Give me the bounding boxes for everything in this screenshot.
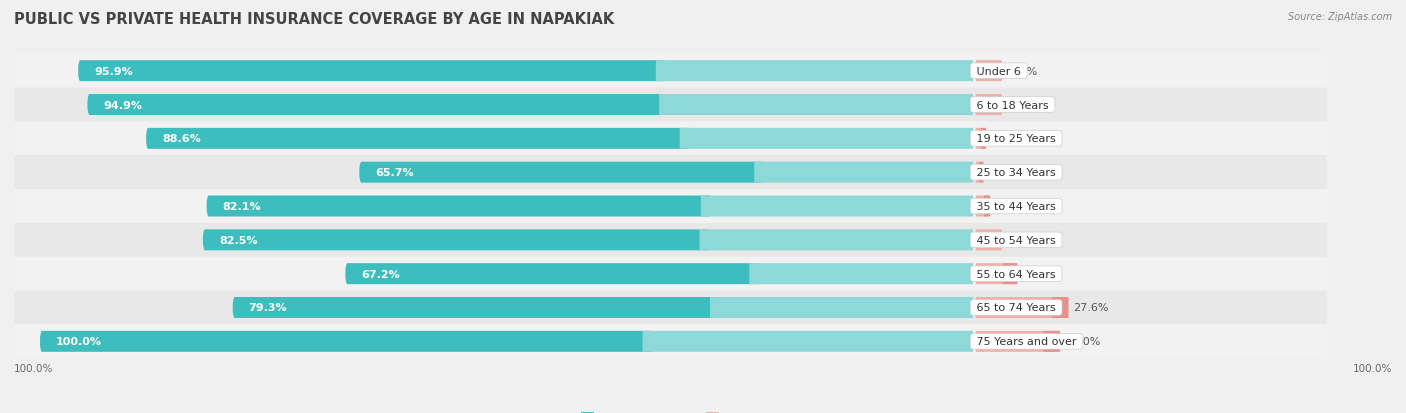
FancyBboxPatch shape [361,162,763,183]
Text: 100.0%: 100.0% [56,337,103,347]
FancyBboxPatch shape [700,196,973,217]
Text: Under 6: Under 6 [973,66,1025,76]
FancyBboxPatch shape [976,162,980,183]
FancyBboxPatch shape [1043,331,1060,352]
Text: 95.9%: 95.9% [94,66,134,76]
FancyBboxPatch shape [679,128,973,150]
Text: 82.1%: 82.1% [222,202,262,211]
FancyBboxPatch shape [148,128,689,150]
FancyBboxPatch shape [659,95,973,116]
FancyBboxPatch shape [14,223,1327,257]
FancyBboxPatch shape [754,162,973,183]
Text: 88.6%: 88.6% [162,134,201,144]
FancyBboxPatch shape [14,88,1327,122]
FancyBboxPatch shape [14,325,1327,358]
FancyBboxPatch shape [14,156,1327,190]
Text: 100.0%: 100.0% [1353,363,1392,373]
FancyBboxPatch shape [700,230,973,251]
FancyBboxPatch shape [655,61,973,82]
FancyBboxPatch shape [14,291,1327,325]
Text: 75 Years and over: 75 Years and over [973,337,1080,347]
Text: 45 to 54 Years: 45 to 54 Years [973,235,1059,245]
Text: 35 to 44 Years: 35 to 44 Years [973,202,1059,211]
Ellipse shape [346,263,349,285]
Ellipse shape [39,331,44,352]
FancyBboxPatch shape [208,196,710,217]
FancyBboxPatch shape [42,331,652,352]
FancyBboxPatch shape [90,95,668,116]
FancyBboxPatch shape [976,196,987,217]
FancyBboxPatch shape [976,61,1002,82]
Ellipse shape [87,95,91,116]
Text: 82.5%: 82.5% [219,235,257,245]
Text: PUBLIC VS PRIVATE HEALTH INSURANCE COVERAGE BY AGE IN NAPAKIAK: PUBLIC VS PRIVATE HEALTH INSURANCE COVER… [14,12,614,27]
FancyBboxPatch shape [14,122,1327,156]
Text: 100.0%: 100.0% [14,363,53,373]
FancyBboxPatch shape [643,331,973,352]
FancyBboxPatch shape [1052,297,1069,318]
Text: Source: ZipAtlas.com: Source: ZipAtlas.com [1288,12,1392,22]
Legend: Public Insurance, Private Insurance: Public Insurance, Private Insurance [576,408,830,413]
Text: 67.2%: 67.2% [361,269,401,279]
Ellipse shape [146,128,150,150]
Text: 55 to 64 Years: 55 to 64 Years [973,269,1059,279]
Text: 25.0%: 25.0% [1064,337,1099,347]
Text: 0.0%: 0.0% [1010,66,1038,76]
Ellipse shape [360,162,363,183]
FancyBboxPatch shape [976,331,1057,352]
FancyBboxPatch shape [976,297,1066,318]
Text: 27.6%: 27.6% [1073,303,1109,313]
Text: 2.3%: 2.3% [991,134,1019,144]
FancyBboxPatch shape [710,297,973,318]
FancyBboxPatch shape [976,263,1015,285]
Text: 1.5%: 1.5% [988,168,1017,178]
FancyBboxPatch shape [347,263,759,285]
FancyBboxPatch shape [749,263,973,285]
FancyBboxPatch shape [14,257,1327,291]
FancyBboxPatch shape [976,230,1002,251]
Text: 25 to 34 Years: 25 to 34 Years [973,168,1059,178]
Ellipse shape [79,61,82,82]
Text: 11.9%: 11.9% [1022,269,1057,279]
FancyBboxPatch shape [205,230,709,251]
Text: 19 to 25 Years: 19 to 25 Years [973,134,1059,144]
Text: 0.0%: 0.0% [1010,235,1038,245]
FancyBboxPatch shape [976,95,1002,116]
Text: 94.9%: 94.9% [104,100,142,110]
FancyBboxPatch shape [984,196,990,217]
Text: 0.0%: 0.0% [1010,100,1038,110]
Text: 79.3%: 79.3% [249,303,287,313]
Text: 65.7%: 65.7% [375,168,413,178]
FancyBboxPatch shape [981,128,986,150]
FancyBboxPatch shape [976,128,983,150]
Ellipse shape [207,196,211,217]
Ellipse shape [202,230,207,251]
Text: 6 to 18 Years: 6 to 18 Years [973,100,1052,110]
FancyBboxPatch shape [80,61,665,82]
Text: 65 to 74 Years: 65 to 74 Years [973,303,1059,313]
FancyBboxPatch shape [14,55,1327,88]
Text: 3.6%: 3.6% [995,202,1024,211]
FancyBboxPatch shape [979,162,983,183]
Ellipse shape [232,297,236,318]
FancyBboxPatch shape [235,297,720,318]
FancyBboxPatch shape [14,190,1327,223]
FancyBboxPatch shape [1002,263,1018,285]
